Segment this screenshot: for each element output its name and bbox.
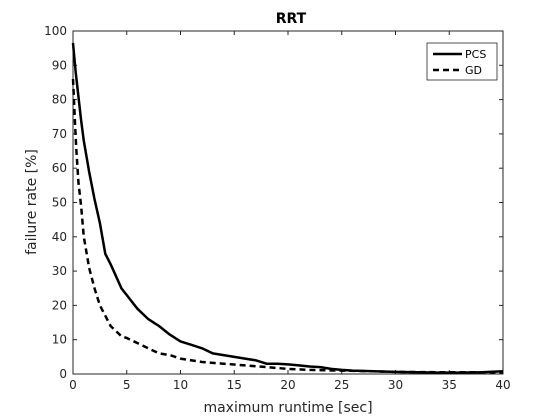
x-axis-label: maximum runtime [sec] bbox=[203, 400, 372, 416]
y-axis-label: failure rate [%] bbox=[24, 149, 40, 255]
y-tick-label: 0 bbox=[59, 367, 67, 381]
legend-label-pcs: PCS bbox=[465, 48, 486, 61]
y-tick-label: 100 bbox=[44, 24, 67, 38]
x-tick-label: 15 bbox=[227, 378, 242, 392]
y-tick-label: 20 bbox=[52, 298, 67, 312]
x-tick-label: 30 bbox=[388, 378, 403, 392]
x-tick-label: 0 bbox=[69, 378, 77, 392]
x-tick-label: 25 bbox=[334, 378, 349, 392]
chart-title: RRT bbox=[276, 11, 307, 27]
y-tick-label: 60 bbox=[52, 161, 67, 175]
y-tick-label: 50 bbox=[52, 196, 67, 210]
legend-box bbox=[427, 43, 497, 80]
legend-label-gd: GD bbox=[465, 64, 482, 77]
x-tick-label: 40 bbox=[495, 378, 510, 392]
y-tick-label: 30 bbox=[52, 264, 67, 278]
x-tick-label: 10 bbox=[173, 378, 188, 392]
x-tick-label: 35 bbox=[442, 378, 457, 392]
plot-area bbox=[73, 31, 503, 374]
y-tick-label: 90 bbox=[52, 58, 67, 72]
x-tick-label: 5 bbox=[123, 378, 131, 392]
y-tick-label: 10 bbox=[52, 333, 67, 347]
y-tick-label: 40 bbox=[52, 230, 67, 244]
legend: PCS GD bbox=[427, 43, 497, 80]
x-tick-label: 20 bbox=[280, 378, 295, 392]
y-tick-label: 70 bbox=[52, 127, 67, 141]
y-tick-label: 80 bbox=[52, 93, 67, 107]
